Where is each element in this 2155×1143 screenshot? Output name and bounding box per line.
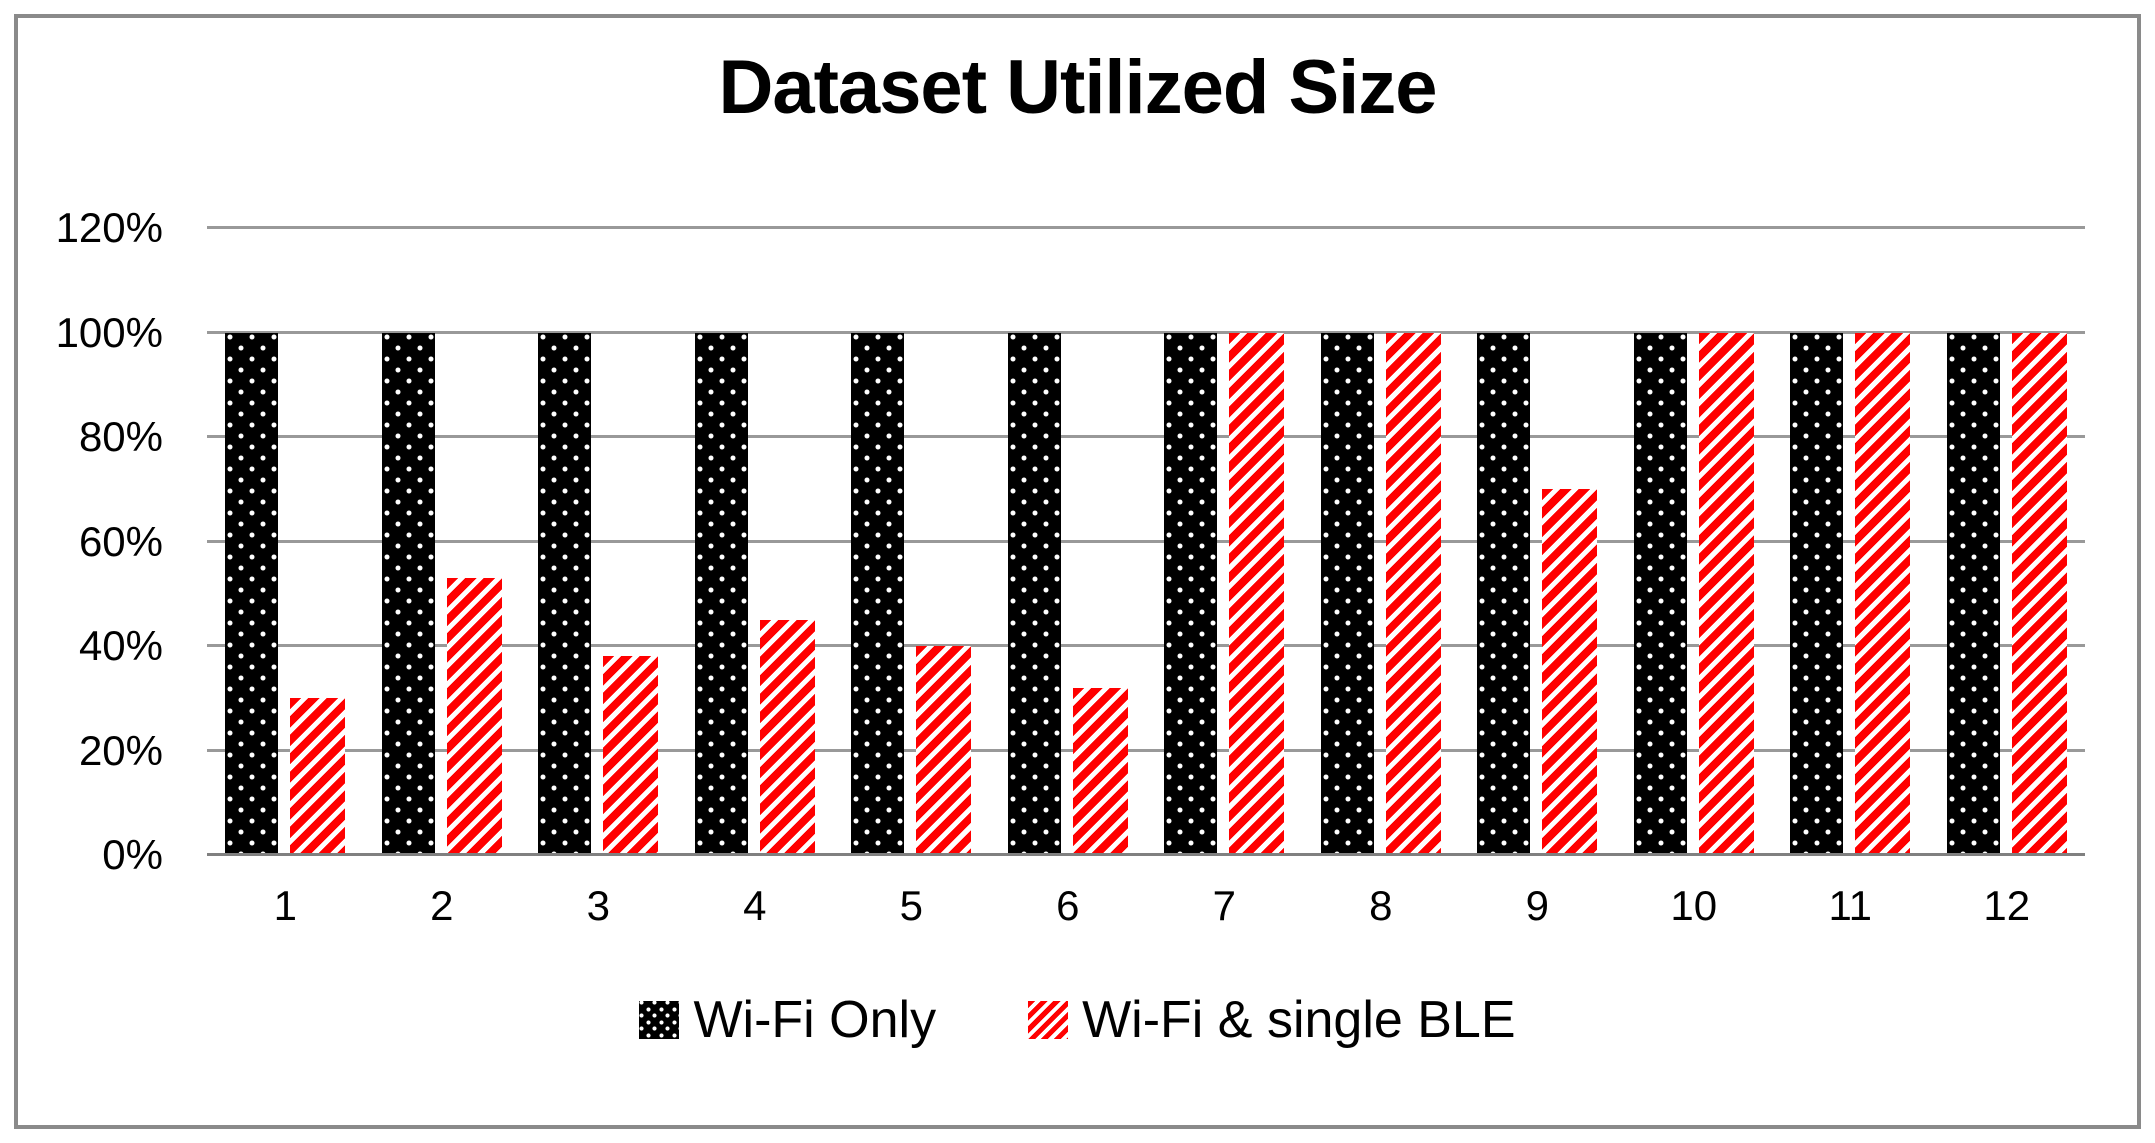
bar-red-stripes-4 <box>759 619 815 855</box>
y-axis-tick-label: 60% <box>78 517 163 565</box>
bar-red-stripes-5 <box>916 646 972 855</box>
bar-red-stripes-2 <box>446 578 502 855</box>
bar-red-stripes-3 <box>603 656 659 855</box>
bar-red-stripes-9 <box>1542 489 1598 855</box>
bar-red-stripes-7 <box>1229 332 1285 855</box>
gridline-40 <box>207 644 2085 647</box>
plot-area <box>207 226 2085 856</box>
bar-group-8 <box>1303 228 1460 855</box>
chart-title: Dataset Utilized Size <box>718 45 1437 130</box>
gridline-20 <box>207 748 2085 752</box>
bar-black-dots-2 <box>381 332 435 855</box>
x-axis-category-label: 7 <box>1212 882 1236 929</box>
bar-red-stripes-6 <box>1072 687 1128 855</box>
x-axis-category-label: 11 <box>1828 882 1873 929</box>
legend: Wi-Fi Only Wi-Fi & single BLE <box>0 990 2155 1050</box>
legend-item-wifi-single-ble: Wi-Fi & single BLE <box>1028 990 1516 1050</box>
y-axis-tick-label: 120% <box>55 204 163 251</box>
gridline-0 <box>207 853 2085 856</box>
x-axis-category-label: 9 <box>1525 882 1549 929</box>
bar-black-dots-11 <box>1790 332 1844 855</box>
bar-group-12 <box>1929 228 2086 855</box>
gridline-120 <box>207 226 2085 229</box>
x-axis-category-label: 10 <box>1670 882 1718 929</box>
gridline-80 <box>207 435 2085 438</box>
x-axis-category-label: 8 <box>1369 882 1393 929</box>
x-axis-category-label: 12 <box>1983 882 2031 929</box>
y-axis-tick-label: 100% <box>55 308 163 356</box>
y-axis-tick-label: 0% <box>102 831 163 878</box>
bar-black-dots-10 <box>1633 332 1687 855</box>
bar-red-stripes-11 <box>1855 332 1911 855</box>
legend-swatch-red-stripes-icon <box>1028 1001 1069 1039</box>
bar-black-dots-5 <box>851 332 905 855</box>
x-axis-category-label: 4 <box>743 882 767 929</box>
bar-black-dots-9 <box>1477 332 1531 855</box>
gridline-60 <box>207 539 2085 543</box>
y-axis-tick-label: 80% <box>78 413 163 460</box>
bar-black-dots-6 <box>1007 332 1061 855</box>
bar-black-dots-12 <box>1946 332 2000 855</box>
bar-group-9 <box>1459 228 1616 855</box>
bar-group-3 <box>520 228 677 855</box>
bar-group-4 <box>677 228 834 855</box>
x-axis-category-label: 1 <box>273 882 297 929</box>
bar-group-2 <box>364 228 521 855</box>
x-axis: 1 2 3 4 5 6 7 8 9 10 11 12 <box>207 882 2085 930</box>
bar-red-stripes-1 <box>290 698 346 855</box>
bar-group-1 <box>207 228 364 855</box>
bar-groups-container <box>207 228 2085 855</box>
bar-red-stripes-8 <box>1385 332 1441 855</box>
legend-swatch-black-dots-icon <box>639 1001 680 1039</box>
x-axis-category-label: 3 <box>586 882 610 929</box>
bar-red-stripes-10 <box>1698 332 1754 855</box>
x-axis-category-label: 6 <box>1056 882 1080 929</box>
bar-black-dots-1 <box>225 332 279 855</box>
legend-item-wifi-only: Wi-Fi Only <box>639 990 936 1050</box>
bar-black-dots-4 <box>694 332 748 855</box>
bar-group-6 <box>990 228 1147 855</box>
y-axis-tick-label: 40% <box>78 622 163 669</box>
bar-group-11 <box>1772 228 1929 855</box>
bar-group-10 <box>1616 228 1773 855</box>
bar-black-dots-7 <box>1164 332 1218 855</box>
bar-group-5 <box>833 228 990 855</box>
y-axis: 0% 20% 40% 60% 80% 100% 120% <box>0 204 185 878</box>
bar-black-dots-3 <box>538 332 592 855</box>
gridline-100 <box>207 330 2085 334</box>
x-axis-category-label: 2 <box>430 882 454 929</box>
bar-group-7 <box>1146 228 1303 855</box>
bar-black-dots-8 <box>1320 332 1374 855</box>
legend-label-wifi-only: Wi-Fi Only <box>693 991 937 1049</box>
y-axis-tick-label: 20% <box>78 726 163 774</box>
legend-label-wifi-single-ble: Wi-Fi & single BLE <box>1082 991 1516 1049</box>
bar-red-stripes-12 <box>2011 332 2067 855</box>
chart-border-frame <box>14 14 2141 1129</box>
x-axis-category-label: 5 <box>899 882 923 929</box>
